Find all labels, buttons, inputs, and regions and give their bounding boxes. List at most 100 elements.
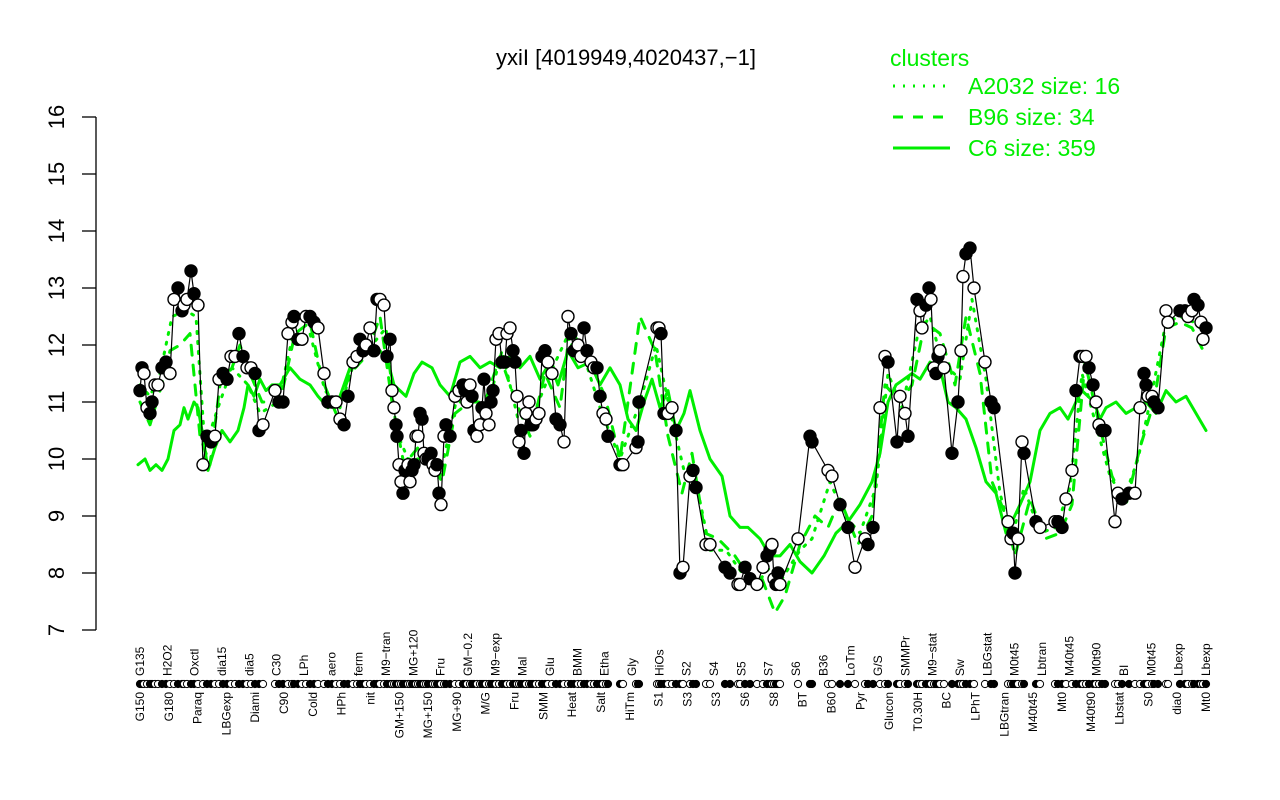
x-tick-label: S2 bbox=[680, 661, 694, 676]
x-tick-label: M0t45 bbox=[1008, 642, 1022, 676]
x-tick-label: S1 bbox=[652, 692, 666, 707]
data-point bbox=[389, 418, 403, 432]
rug-marker bbox=[903, 679, 913, 689]
data-point bbox=[159, 355, 173, 369]
data-point bbox=[367, 344, 381, 358]
x-tick-label: S4 bbox=[707, 661, 721, 676]
data-point bbox=[268, 383, 282, 398]
x-tick-label: Etha bbox=[598, 651, 612, 676]
data-point bbox=[403, 475, 417, 489]
data-point bbox=[1191, 298, 1205, 312]
x-tick-label: Diami bbox=[248, 692, 262, 723]
data-point bbox=[956, 269, 970, 284]
rug-marker bbox=[793, 679, 803, 689]
legend-entry-label: A2032 size: 16 bbox=[968, 73, 1120, 99]
y-tick-label: 16 bbox=[44, 105, 69, 129]
data-point bbox=[1059, 492, 1073, 506]
data-point bbox=[171, 281, 185, 295]
data-point bbox=[893, 389, 907, 403]
data-point bbox=[479, 406, 493, 421]
rug-marker bbox=[705, 679, 715, 689]
rug-marker bbox=[1035, 679, 1045, 689]
data-point bbox=[841, 520, 855, 535]
x-labels-top: G135 H2O2 Oxctl dia15 dia5 C30 LPh aero ferm M9−t… bbox=[133, 629, 1213, 676]
data-point bbox=[873, 401, 887, 415]
data-point bbox=[137, 366, 151, 381]
data-point bbox=[133, 383, 147, 398]
x-tick-label: Glucon bbox=[882, 692, 896, 730]
data-point bbox=[1196, 332, 1210, 346]
x-tick-label: dia15 bbox=[215, 646, 229, 676]
x-tick-label: M9−exp bbox=[488, 633, 502, 676]
data-point bbox=[1151, 401, 1165, 415]
x-tick-label: M0t90 bbox=[1090, 642, 1104, 676]
rug-marker bbox=[1153, 679, 1163, 689]
data-point bbox=[341, 389, 355, 403]
data-point bbox=[443, 429, 457, 443]
data-point bbox=[733, 577, 747, 592]
x-tick-label: M9−stat bbox=[926, 632, 940, 676]
data-point bbox=[385, 383, 399, 398]
data-point bbox=[430, 458, 444, 472]
rug-marker bbox=[1117, 679, 1127, 689]
data-point bbox=[411, 429, 425, 443]
data-point bbox=[191, 298, 205, 312]
rug-marker bbox=[807, 679, 817, 689]
data-point bbox=[1139, 378, 1153, 392]
data-point bbox=[1008, 566, 1022, 580]
x-tick-label: Lbexp bbox=[1199, 643, 1213, 676]
data-point bbox=[1133, 401, 1147, 415]
chart-title: yxiI [4019949,4020437,−1] bbox=[496, 45, 756, 70]
rug-marker bbox=[835, 679, 845, 689]
data-point bbox=[750, 577, 764, 592]
data-point bbox=[564, 326, 578, 341]
data-point bbox=[561, 309, 575, 324]
data-point bbox=[951, 395, 965, 409]
x-tick-label: M0t45 bbox=[1144, 642, 1158, 676]
x-tick-label: S5 bbox=[734, 661, 748, 676]
data-point bbox=[477, 372, 491, 386]
data-point bbox=[924, 292, 938, 307]
rug-marker bbox=[1201, 679, 1211, 689]
data-point bbox=[1086, 378, 1100, 392]
data-point bbox=[978, 355, 992, 369]
x-tick-label: C30 bbox=[270, 654, 284, 676]
data-point bbox=[465, 389, 479, 403]
data-point bbox=[220, 372, 234, 386]
data-point bbox=[236, 349, 250, 364]
data-point bbox=[439, 418, 453, 432]
data-point bbox=[484, 395, 498, 409]
x-tick-label: B36 bbox=[816, 654, 830, 676]
data-point bbox=[1098, 423, 1112, 438]
x-tick-label: HiOs bbox=[652, 649, 666, 676]
data-point bbox=[1082, 361, 1096, 375]
x-tick-label: S0 bbox=[1141, 692, 1155, 707]
data-point bbox=[833, 497, 847, 512]
data-point bbox=[317, 366, 331, 381]
y-tick-label: 15 bbox=[44, 162, 69, 186]
rug-marker bbox=[634, 679, 644, 689]
data-point bbox=[601, 429, 615, 443]
x-tick-label: MG+150 bbox=[421, 692, 435, 739]
data-markers bbox=[133, 241, 1213, 592]
x-tick-label: MG+90 bbox=[450, 692, 464, 732]
data-point bbox=[1011, 532, 1025, 546]
data-point bbox=[915, 321, 929, 335]
data-point bbox=[337, 418, 351, 432]
data-point bbox=[486, 383, 500, 398]
x-tick-label: HiTm bbox=[623, 692, 637, 721]
data-point bbox=[553, 418, 567, 432]
data-point bbox=[805, 435, 819, 449]
rug-marker bbox=[969, 679, 979, 689]
data-point bbox=[825, 469, 839, 483]
data-point bbox=[256, 418, 270, 432]
x-tick-label: Mal bbox=[516, 657, 530, 676]
data-point bbox=[901, 429, 915, 443]
x-tick-label: Pyr bbox=[853, 692, 867, 710]
rug-marker bbox=[1163, 679, 1173, 689]
data-point bbox=[723, 566, 737, 580]
data-point bbox=[163, 366, 177, 381]
data-point bbox=[184, 264, 198, 278]
x-tick-label: Lbtran bbox=[1035, 642, 1049, 676]
data-point bbox=[281, 326, 295, 341]
